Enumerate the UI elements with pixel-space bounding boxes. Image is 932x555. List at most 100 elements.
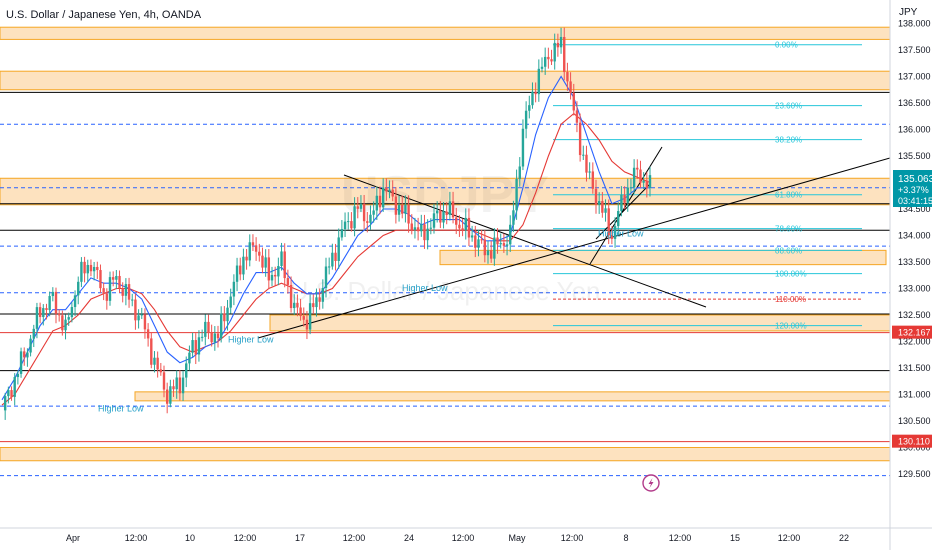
candle-body — [464, 217, 467, 231]
price-tick-label: 130.500 — [898, 416, 931, 426]
candle-body — [359, 204, 363, 209]
candle-body — [51, 291, 55, 297]
candle-body — [146, 329, 150, 339]
candle-body — [448, 201, 452, 215]
chart-title: U.S. Dollar / Japanese Yen, 4h, OANDA — [6, 9, 202, 21]
candle-body — [111, 277, 115, 280]
time-axis[interactable]: Apr 12:00 10 12:00 17 12:00 24 12:00 May 12:00 8 12… — [0, 527, 932, 543]
candle-body — [13, 377, 16, 397]
channel-lower-line[interactable] — [595, 183, 651, 240]
candle-body — [429, 227, 433, 229]
candle-body — [102, 288, 105, 294]
candle-body — [556, 42, 560, 48]
price-axis[interactable]: 129.500130.000130.500131.000131.500132.0… — [889, 0, 932, 550]
fib-level-label: 88.60% — [775, 246, 802, 255]
candle-body — [89, 264, 93, 272]
candle-body — [388, 189, 391, 192]
candle-body — [518, 166, 521, 180]
fib-level-label: 110.00% — [775, 295, 806, 304]
candle-body — [213, 333, 217, 343]
candle-body — [639, 169, 642, 183]
price-tick-label: 137.000 — [898, 72, 931, 82]
time-tick-label: 12:00 — [343, 533, 366, 543]
price-level-badge-text: 130.110 — [898, 437, 930, 447]
price-tick-label: 138.000 — [898, 19, 931, 29]
candle-body — [54, 291, 58, 314]
candle-body — [445, 211, 448, 215]
candle-body — [505, 244, 509, 246]
candle-body — [617, 211, 620, 227]
candle-body — [645, 180, 649, 189]
candle-body — [61, 315, 64, 331]
candle-body — [191, 340, 194, 353]
rising-trendline[interactable] — [257, 157, 891, 339]
higher-low-label: Higher Low — [228, 335, 274, 345]
candle-body — [470, 235, 474, 238]
higher-low-label: Higher Low — [98, 403, 144, 413]
lightning-icon[interactable] — [642, 474, 660, 492]
candle-body — [413, 227, 417, 230]
candle-body — [582, 154, 585, 156]
price-level-badge — [892, 325, 932, 339]
candle-body — [197, 337, 201, 355]
price-tick-label: 132.500 — [898, 310, 931, 320]
candle-body — [397, 205, 401, 215]
candle-body — [223, 313, 226, 322]
candle-body — [312, 303, 315, 308]
candle-body — [347, 221, 350, 223]
candle-body — [118, 275, 121, 289]
candle-body — [350, 221, 353, 229]
candle-body — [636, 167, 639, 170]
candle-body — [534, 91, 537, 95]
candle-body — [232, 281, 236, 297]
candle-body — [26, 352, 29, 358]
candle-body — [7, 390, 10, 397]
candle-body — [159, 369, 163, 373]
candle-body — [77, 281, 80, 296]
candle-body — [623, 194, 626, 203]
candle-body — [83, 261, 86, 274]
candle-body — [108, 277, 112, 301]
candle-body — [401, 205, 404, 214]
candle-body — [486, 250, 490, 256]
candle-body — [480, 239, 483, 241]
candle-body — [340, 229, 344, 238]
candle-body — [435, 210, 439, 214]
candle-body — [289, 284, 293, 309]
candle-body — [216, 333, 220, 339]
price-tick-label: 133.500 — [898, 257, 931, 267]
price-change: +3.37% — [898, 185, 929, 195]
candle-body — [124, 284, 128, 296]
candle-body — [620, 194, 623, 212]
candle-body — [385, 187, 388, 192]
candle-body — [547, 56, 550, 60]
candle-body — [127, 284, 131, 300]
candle-body — [143, 314, 147, 330]
short-up-trendline[interactable] — [589, 146, 663, 265]
candle-body — [248, 242, 251, 261]
candle-body — [162, 372, 166, 390]
zone — [0, 26, 891, 40]
candles — [3, 27, 652, 420]
candle-body — [423, 224, 426, 241]
trendlines[interactable] — [257, 146, 891, 339]
candle-body — [629, 187, 633, 189]
candle-body — [264, 257, 267, 268]
candle-body — [381, 187, 385, 208]
last-price: 135.063 — [898, 174, 932, 185]
fibonacci-retracement[interactable]: 0.00% 23.60% 38.20% 61.80% 78.60% 88.60% 100.0… — [553, 41, 862, 331]
horizontal-levels — [0, 91, 890, 477]
candle-body — [442, 211, 445, 223]
candle-body — [496, 237, 499, 245]
price-tick-label: 132.000 — [898, 337, 931, 347]
candle-body — [321, 287, 325, 302]
candle-body — [23, 351, 26, 358]
currency-label: JPY — [899, 7, 918, 18]
candle-body — [175, 377, 178, 390]
time-tick-label: 12:00 — [125, 533, 148, 543]
fib-level-label: 38.20% — [775, 136, 802, 145]
descending-trendline[interactable] — [343, 174, 707, 308]
candle-body — [280, 251, 283, 267]
